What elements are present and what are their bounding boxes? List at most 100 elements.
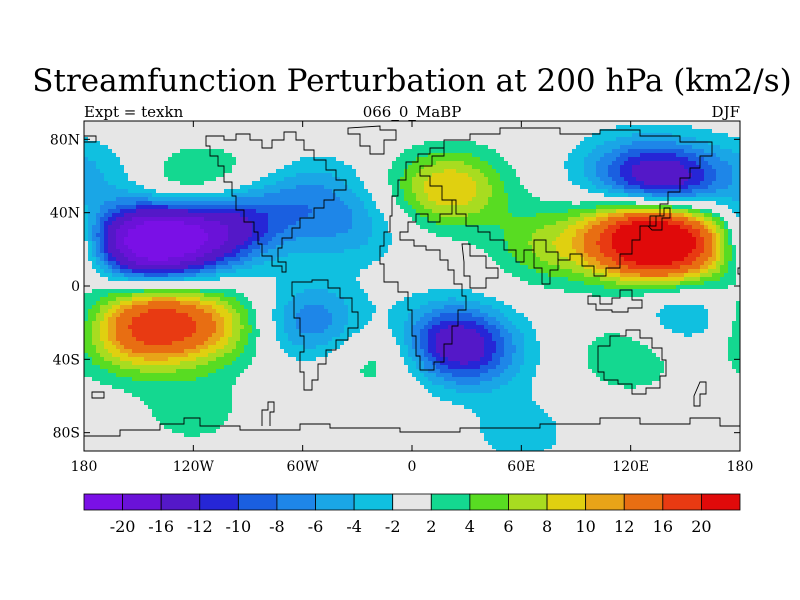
field-cell (420, 357, 429, 362)
field-cell (252, 257, 277, 262)
field-cell (208, 361, 233, 366)
field-cell (488, 253, 513, 258)
field-cell (532, 233, 561, 238)
field-cell (284, 349, 333, 354)
field-cell (684, 213, 693, 218)
field-cell (124, 165, 165, 170)
field-cell (128, 173, 165, 178)
field-cell (584, 165, 597, 170)
field-cell (200, 297, 221, 302)
field-cell (504, 185, 525, 190)
field-cell (124, 309, 149, 314)
field-cell (248, 309, 257, 314)
field-cell (688, 269, 701, 274)
field-cell (236, 161, 293, 166)
field-cell (216, 357, 237, 362)
field-cell (732, 321, 740, 326)
field-cell (712, 181, 733, 186)
field-cell (520, 277, 569, 282)
field-cell (400, 153, 429, 158)
field-cell (600, 129, 713, 134)
field-cell (224, 345, 237, 350)
field-cell (128, 189, 157, 194)
field-cell (296, 293, 337, 298)
field-cell (644, 197, 733, 202)
field-cell (432, 173, 469, 178)
field-cell (120, 157, 169, 162)
contour-field (84, 121, 740, 451)
field-cell (412, 373, 425, 378)
field-cell (272, 237, 297, 242)
field-cell (352, 225, 373, 230)
field-cell (304, 345, 317, 350)
field-cell (156, 417, 229, 422)
field-cell (640, 161, 681, 166)
field-cell (100, 237, 105, 242)
field-cell (416, 377, 429, 382)
field-cell (132, 361, 181, 366)
field-cell (632, 165, 685, 170)
field-cell (112, 253, 125, 258)
field-cell (88, 137, 585, 142)
field-cell (496, 325, 505, 330)
field-cell (176, 369, 217, 374)
field-cell (484, 349, 497, 354)
field-cell (688, 209, 701, 214)
field-cell (364, 205, 377, 210)
field-cell (472, 153, 501, 158)
field-cell (736, 253, 740, 258)
field-cell (256, 349, 285, 354)
field-cell (580, 213, 597, 218)
field-cell (728, 285, 740, 290)
field-cell (84, 341, 93, 346)
field-cell (312, 209, 353, 214)
field-cell (572, 245, 585, 250)
field-cell (488, 361, 501, 366)
colorbar-swatch (237, 493, 278, 511)
field-cell (496, 261, 521, 266)
field-cell (224, 325, 233, 330)
field-cell (472, 409, 545, 414)
field-cell (604, 193, 629, 198)
field-cell (112, 213, 125, 218)
field-cell (400, 205, 413, 210)
field-cell (524, 345, 541, 350)
field-cell (140, 369, 177, 374)
field-cell (736, 281, 740, 286)
field-cell (620, 145, 693, 150)
field-cell (232, 405, 465, 410)
field-cell (84, 321, 93, 326)
field-cell (96, 213, 105, 218)
field-cell (556, 245, 573, 250)
field-cell (248, 297, 277, 302)
field-cell (196, 321, 217, 326)
field-cell (196, 305, 213, 310)
field-cell (372, 229, 389, 234)
field-cell (680, 289, 740, 294)
field-cell (596, 169, 609, 174)
field-cell (232, 401, 453, 406)
field-cell (552, 417, 740, 422)
field-cell (264, 193, 337, 198)
field-cell (636, 201, 717, 206)
field-cell (84, 325, 93, 330)
field-cell (632, 173, 693, 178)
field-cell (276, 329, 285, 334)
field-cell (132, 297, 153, 302)
colorbar-swatch (315, 493, 355, 511)
field-cell (436, 357, 449, 362)
field-cell (236, 309, 249, 314)
field-cell (496, 149, 573, 154)
field-cell (732, 233, 740, 238)
field-cell (128, 245, 201, 250)
field-cell (348, 205, 365, 210)
field-cell (108, 237, 117, 242)
field-cell (272, 317, 285, 322)
field-cell (408, 353, 417, 358)
field-cell (112, 149, 181, 154)
field-cell (392, 241, 469, 246)
field-cell (216, 321, 225, 326)
field-cell (232, 305, 245, 310)
field-cell (508, 249, 533, 254)
field-cell (84, 217, 89, 222)
